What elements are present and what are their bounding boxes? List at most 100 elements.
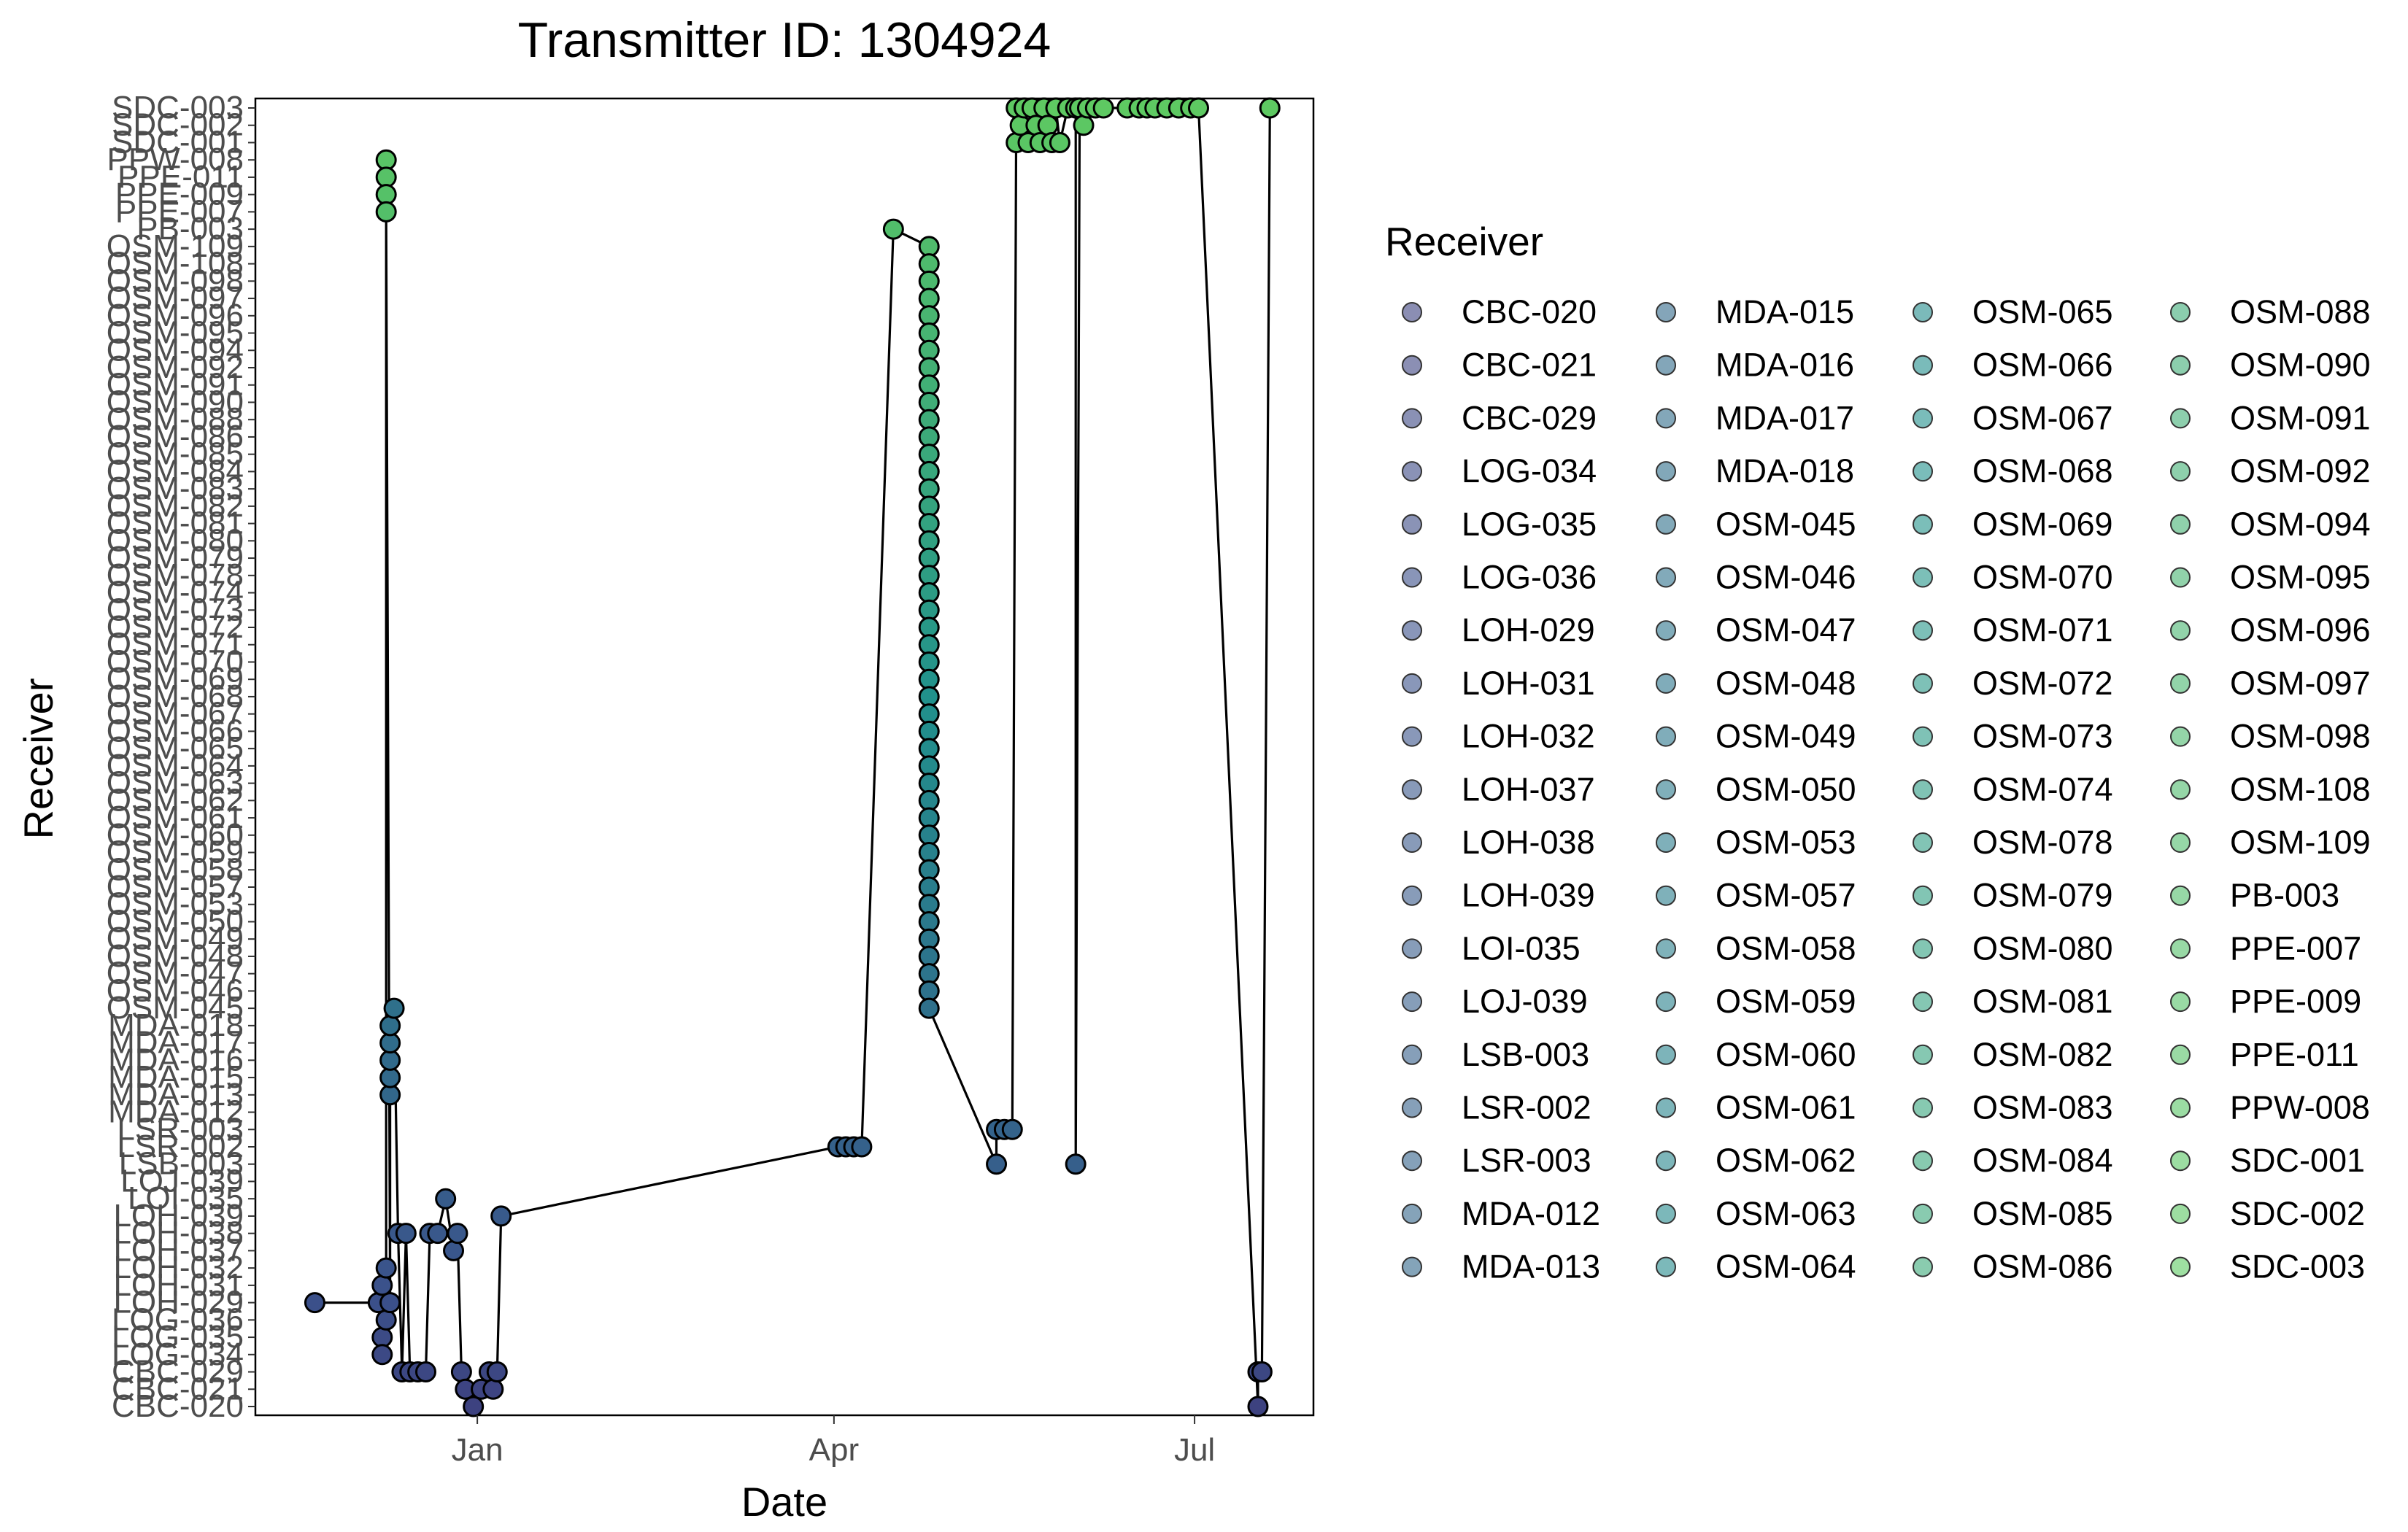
legend-key <box>1913 1256 1933 1277</box>
legend-label: OSM-057 <box>1716 877 1856 914</box>
y-tick-label: OSM-059 <box>107 835 244 870</box>
detection-point <box>490 1205 512 1227</box>
plot-area <box>254 97 1315 1417</box>
legend-label: OSM-046 <box>1716 559 1856 596</box>
legend-key <box>1656 461 1676 482</box>
legend-label: OSM-092 <box>2230 452 2371 490</box>
detection-point <box>1001 1118 1023 1140</box>
legend-key <box>1913 302 1933 322</box>
legend-label: OSM-049 <box>1716 718 1856 755</box>
legend-label: OSM-098 <box>2230 718 2371 755</box>
legend-label: LOI-035 <box>1462 929 1581 967</box>
legend-item: LOH-032 <box>1402 718 1595 755</box>
legend-key <box>1656 673 1676 694</box>
legend-label: OSM-088 <box>2230 293 2371 330</box>
legend-key <box>1656 1044 1676 1065</box>
legend-key <box>2170 1044 2191 1065</box>
legend-item: MDA-015 <box>1656 293 1854 330</box>
y-tick-label: PPE-011 <box>117 159 244 195</box>
detection-point <box>918 773 940 794</box>
detection-point <box>918 807 940 829</box>
y-tick-label: OSM-064 <box>107 748 244 784</box>
detection-point <box>918 738 940 759</box>
detection-point <box>1188 97 1210 119</box>
y-tick-label: MDA-012 <box>108 1094 244 1130</box>
legend-label: OSM-074 <box>1972 770 2113 808</box>
y-tick-label: OSM-070 <box>107 643 244 679</box>
detection-point <box>918 444 940 465</box>
legend-item: OSM-049 <box>1656 718 1856 755</box>
y-tick-label: OSM-097 <box>107 280 244 316</box>
legend-item: LOH-037 <box>1402 770 1595 808</box>
y-tick-label: SDC-001 <box>112 124 244 160</box>
x-tick-label: Jul <box>1174 1432 1215 1468</box>
legend-label: OSM-085 <box>1972 1195 2113 1232</box>
legend-label: LOH-038 <box>1462 824 1595 861</box>
legend-key <box>1656 1150 1676 1172</box>
detection-point <box>379 1067 401 1088</box>
legend-label: LOH-031 <box>1462 665 1595 702</box>
legend-key <box>1913 779 1933 800</box>
legend-label: OSM-108 <box>2230 770 2371 808</box>
detection-point <box>447 1223 468 1245</box>
legend-item: PPE-009 <box>2170 983 2361 1020</box>
legend-label: OSM-045 <box>1716 506 1856 543</box>
legend-key <box>1656 991 1676 1013</box>
y-tick-label: CBC-020 <box>112 1388 244 1424</box>
detection-point <box>918 547 940 569</box>
legend-label: OSM-090 <box>2230 347 2371 384</box>
legend-label: OSM-097 <box>2230 665 2371 702</box>
y-tick-label: OSM-090 <box>107 384 244 419</box>
legend-label: OSM-061 <box>1716 1089 1856 1126</box>
y-tick-label: OSM-091 <box>107 367 244 403</box>
y-tick-label: MDA-017 <box>108 1025 244 1061</box>
x-tick-label: Jan <box>452 1432 503 1468</box>
y-tick-label: LOH-032 <box>113 1250 244 1285</box>
legend-key <box>1913 673 1933 694</box>
detection-point <box>918 824 940 846</box>
detection-point <box>375 1309 397 1331</box>
legend-item: CBC-029 <box>1402 399 1597 436</box>
legend-item: MDA-016 <box>1656 347 1854 384</box>
legend-item: OSM-097 <box>2170 665 2371 702</box>
legend-label: OSM-091 <box>2230 399 2371 436</box>
detection-point <box>383 997 405 1019</box>
legend-key <box>1913 885 1933 906</box>
y-tick-label: OSM-083 <box>107 471 244 506</box>
detection-point <box>986 1153 1008 1175</box>
detection-point <box>375 184 397 206</box>
detection-point <box>918 755 940 777</box>
legend-item: OSM-068 <box>1913 452 2113 490</box>
detection-point <box>1049 131 1070 153</box>
legend-item: OSM-050 <box>1656 770 1856 808</box>
legend-label: SDC-001 <box>2230 1142 2365 1179</box>
y-tick-label: OSM-109 <box>107 228 244 264</box>
detection-point <box>1259 97 1281 119</box>
legend-label: OSM-095 <box>2230 559 2371 596</box>
y-tick-label: MDA-018 <box>108 1007 244 1043</box>
legend-item: OSM-086 <box>1913 1248 2113 1285</box>
y-tick-label: OSM-053 <box>107 886 244 922</box>
legend-item: OSM-071 <box>1913 611 2113 649</box>
legend-key <box>1402 885 1422 906</box>
detection-point <box>918 876 940 898</box>
legend-key <box>1402 673 1422 694</box>
legend-label: MDA-016 <box>1716 347 1854 384</box>
detection-point <box>918 668 940 690</box>
legend-item: OSM-094 <box>2170 506 2371 543</box>
detection-point <box>1037 115 1059 136</box>
legend-key <box>1402 408 1422 429</box>
y-tick-label: LOJ-039 <box>120 1163 244 1199</box>
legend-label: OSM-067 <box>1972 399 2113 436</box>
legend-key <box>2170 726 2191 747</box>
legend-item: OSM-096 <box>2170 611 2371 649</box>
legend-item: OSM-060 <box>1656 1036 1856 1073</box>
legend-label: OSM-109 <box>2230 824 2371 861</box>
detection-point <box>918 287 940 309</box>
legend-item: OSM-095 <box>2170 559 2371 596</box>
legend-label: LSR-003 <box>1462 1142 1591 1179</box>
legend-label: LOG-034 <box>1462 452 1597 490</box>
legend-item: LOH-031 <box>1402 665 1595 702</box>
y-tick-label: OSM-098 <box>107 263 244 298</box>
